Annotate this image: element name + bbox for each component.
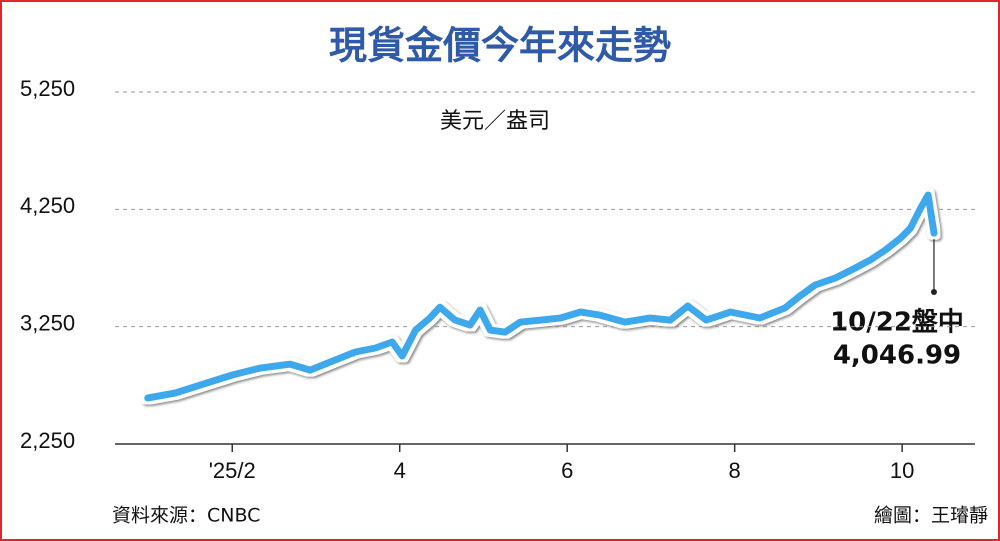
y-tick-label: 3,250 (20, 310, 75, 335)
annotation-value: 4,046.99 (833, 341, 961, 371)
x-tick-label: 8 (729, 458, 741, 483)
annotation-date: 10/22盤中 (830, 308, 964, 338)
y-tick-label: 4,250 (20, 193, 75, 218)
source: 資料來源：CNBC (112, 505, 260, 527)
x-tick-label: '25/2 (209, 458, 256, 483)
callout-dot (930, 289, 937, 295)
chart-title: 現貨金價今年來走勢 (329, 24, 671, 68)
x-tick-label: 10 (890, 458, 914, 483)
x-tick-label: 4 (394, 458, 406, 483)
y-tick-label: 5,250 (20, 76, 75, 101)
y-tick-label: 2,250 (20, 428, 75, 453)
price-line (144, 191, 938, 402)
credit: 繪圖：王璿靜 (874, 505, 988, 527)
x-tick-label: 6 (561, 458, 573, 483)
unit-label: 美元／盎司 (440, 109, 550, 134)
